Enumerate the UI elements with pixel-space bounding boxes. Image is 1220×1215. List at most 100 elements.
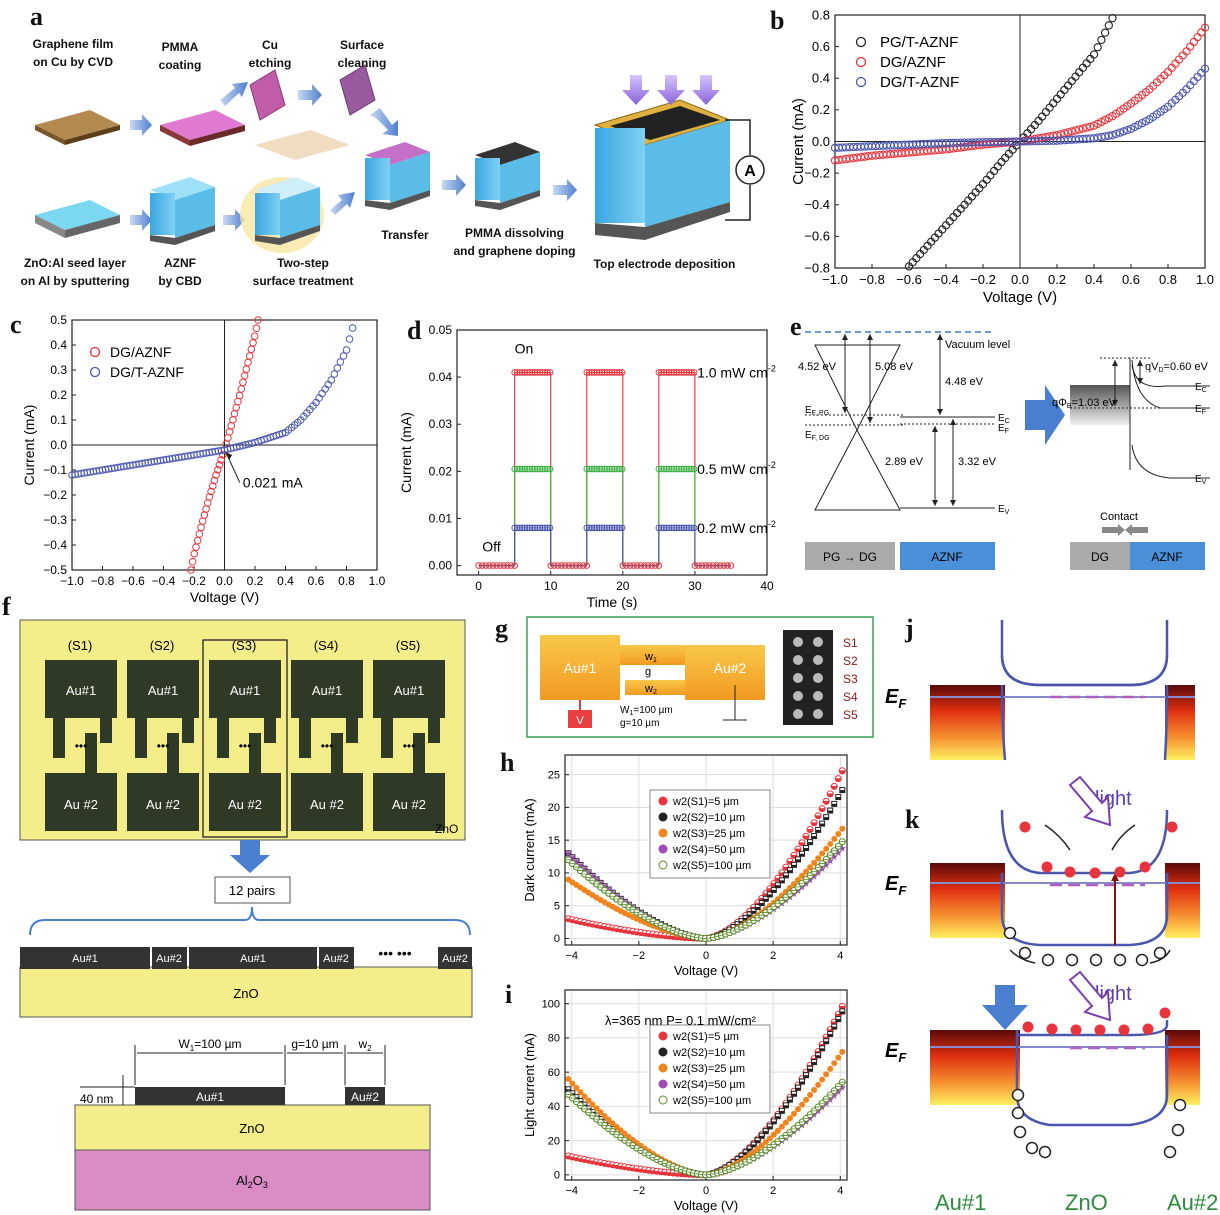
hole-dot	[1018, 946, 1032, 960]
y-tick-label: 0.03	[429, 417, 453, 431]
data-point	[798, 1121, 806, 1126]
legend-marker	[658, 844, 668, 854]
bottom-au2: Au#2	[1167, 1190, 1218, 1215]
chart-c: −1.0 −0.8 −0.6 −0.4 −0.2 0.0 0.2 0.4 0.6 0.8 1.0 −0…	[21, 313, 386, 605]
data-point	[822, 1098, 830, 1103]
data-point	[561, 562, 569, 569]
data-point	[339, 352, 348, 360]
hole-dot	[1153, 946, 1167, 960]
legend-marker	[89, 346, 101, 358]
electron-dot	[1022, 1021, 1034, 1033]
data-point	[783, 1105, 789, 1108]
data-point	[702, 562, 710, 569]
data-point	[802, 1117, 810, 1122]
data-point	[583, 524, 591, 532]
data-point	[838, 770, 846, 775]
data-point	[215, 461, 224, 469]
data-point	[685, 465, 693, 473]
data-point	[210, 476, 219, 485]
g-au1: Au#1	[564, 660, 597, 676]
y-tick-label: 0.2	[50, 388, 67, 402]
data-point	[839, 790, 845, 793]
data-point	[493, 562, 500, 569]
data-point	[516, 465, 524, 473]
data-point	[539, 524, 546, 532]
cross-g: g=10 µm	[291, 1037, 338, 1051]
data-point	[830, 1090, 838, 1095]
data-point	[605, 886, 613, 894]
data-point	[727, 562, 735, 569]
y-axis-label: Current (mA)	[790, 98, 807, 185]
data-point	[673, 524, 680, 532]
data-point	[579, 562, 587, 569]
sample-label: S2	[843, 654, 858, 668]
y-axis-label: Dark current (mA)	[522, 798, 537, 901]
data-point	[611, 369, 618, 376]
legend-label: DG/T-AZNF	[110, 364, 184, 380]
panel-letter-d: d	[407, 316, 422, 345]
finger	[428, 718, 440, 743]
data-point	[1186, 42, 1195, 51]
sample-dot	[813, 655, 823, 665]
label-ev2: EV	[1195, 474, 1207, 486]
pmma-slab	[160, 110, 245, 146]
data-point	[989, 166, 999, 176]
au2-label: Au #2	[146, 797, 180, 812]
label-efpg: EF, PG	[805, 405, 829, 417]
data-point	[787, 870, 793, 873]
series-line	[478, 468, 731, 567]
dots-label: •••	[157, 739, 170, 753]
data-point	[706, 562, 713, 569]
x-tick-label: 0.4	[1085, 272, 1103, 287]
chart-note: λ=365 nm P= 0.1 mW/cm²	[605, 1013, 757, 1028]
data-point	[683, 465, 690, 473]
electron-dot	[1046, 1023, 1058, 1035]
panel-letter-e: e	[790, 312, 802, 341]
au2-pad	[45, 773, 117, 831]
data-point	[626, 562, 634, 569]
data-point	[823, 1071, 830, 1078]
data-point	[807, 1068, 813, 1072]
data-point	[806, 876, 814, 884]
data-point	[774, 1127, 781, 1134]
data-point	[593, 875, 601, 883]
data-point	[583, 465, 591, 473]
data-point	[794, 1125, 802, 1129]
data-point	[660, 369, 668, 376]
data-point	[569, 1080, 576, 1087]
data-point	[786, 1115, 793, 1122]
y-tick-label: 15	[548, 835, 560, 847]
data-point	[598, 465, 606, 473]
legend-label: w2(S5)=100 µm	[672, 1095, 751, 1107]
data-point	[831, 1060, 838, 1067]
label-top-electrode: Top electrode deposition	[593, 257, 736, 271]
hole-dot	[1003, 926, 1017, 940]
label-452: 4.52 eV	[798, 361, 837, 373]
data-point	[798, 842, 806, 847]
data-point	[213, 466, 222, 474]
label-surface-cleaning: Surface cleaning	[337, 38, 387, 70]
data-point	[739, 921, 745, 924]
finger	[135, 718, 147, 758]
data-point	[747, 914, 753, 917]
panel-letter-h: h	[500, 748, 515, 777]
data-point	[345, 335, 354, 343]
data-point	[1086, 122, 1095, 131]
data-point	[564, 849, 572, 857]
data-point	[207, 487, 215, 496]
x-tick-label: 0.6	[308, 574, 325, 588]
data-point	[551, 562, 558, 569]
data-point	[596, 524, 603, 532]
data-point	[663, 369, 670, 376]
data-point	[670, 524, 678, 532]
data-point	[588, 524, 596, 532]
label-vacuum: Vacuum level	[945, 339, 1010, 351]
data-point	[192, 543, 200, 551]
k-ef-2: EF	[885, 1040, 907, 1065]
legend-marker	[658, 812, 668, 822]
data-point	[648, 562, 655, 569]
legend-marker	[658, 1063, 668, 1073]
series-label: 1.0 mW cm-2	[697, 363, 776, 380]
data-point	[818, 1103, 826, 1111]
